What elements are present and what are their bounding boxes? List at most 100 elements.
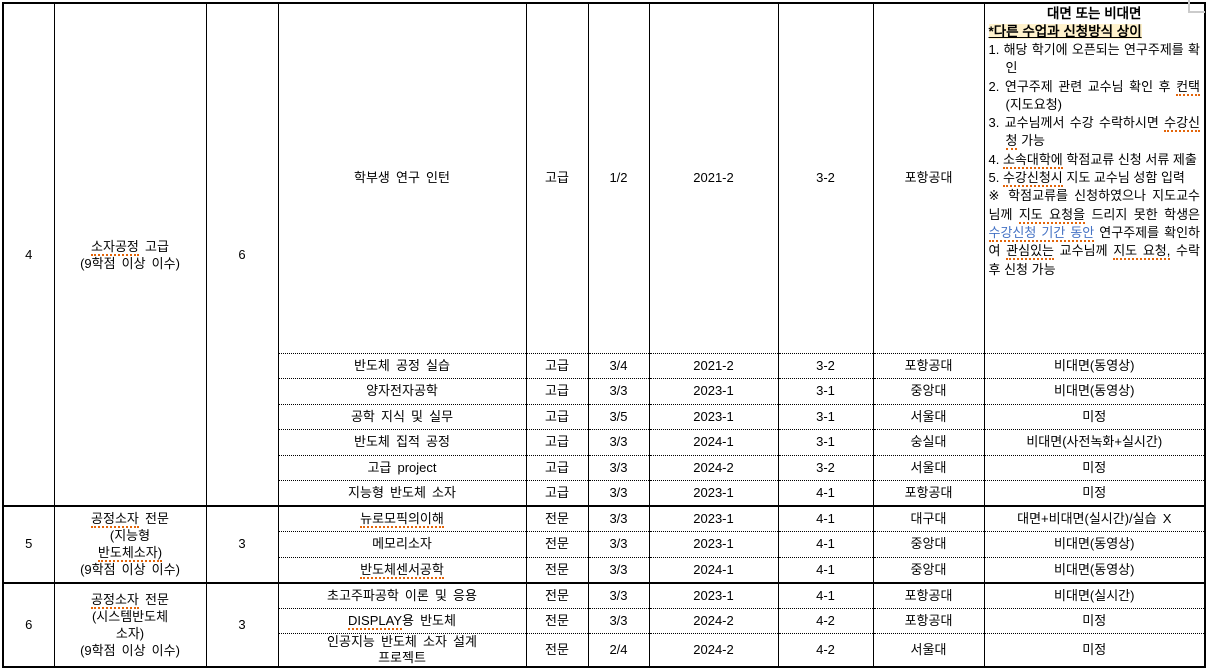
notice-item-number: 1. — [988, 42, 1004, 57]
cell-term: 2023-1 — [648, 531, 778, 557]
cell-course-name: 양자전자공학 — [277, 378, 526, 404]
cell-level: 고급 — [525, 429, 588, 455]
cell-method: 비대면(사전녹화+실시간) — [983, 429, 1205, 455]
cell-level: 고급 — [525, 480, 588, 506]
spellcheck-marked-text: 수강신청시 — [1002, 170, 1063, 188]
cell-grade-semester: 4-1 — [777, 556, 873, 583]
table-row: 인공지능 반도체 소자 설계 프로젝트 전문 2/4 2024-2 4-2 서울대 미정 — [3, 633, 1205, 667]
text-segment: (시스템반도체 — [91, 608, 169, 624]
notice-item-number: 5. — [988, 170, 1003, 186]
notice-item-number: 2. — [988, 78, 1005, 94]
cell-university: 포항공대 — [872, 607, 984, 634]
cell-term: 2023-1 — [648, 378, 778, 404]
cell-method: 미정 — [983, 480, 1205, 506]
cell-method: 비대면(동영상) — [983, 556, 1205, 583]
cell-credit-ratio: 3/3 — [587, 480, 649, 506]
cell-course-name: 지능형 반도체 소자 — [277, 480, 526, 506]
cell-university: 서울대 — [872, 403, 984, 430]
cell-method: 미정 — [983, 454, 1205, 481]
table-corner-handle-mark — [1188, 0, 1205, 13]
cell-level: 고급 — [525, 454, 588, 481]
text-segment: 전문 — [138, 511, 169, 527]
cell-grade-semester: 4-1 — [777, 505, 873, 532]
cell-term: 2024-1 — [648, 429, 778, 455]
spellcheck-marked-text: 수강신청 — [1005, 115, 1200, 151]
notice-cell: 대면 또는 비대면 *다른 수업과 신청방식 상이 1. 해당 학기에 오픈되는 연… — [983, 2, 1205, 353]
table-row: 반도체 집적 공정 고급 3/3 2024-1 3-1 숭실대 비대면(사전녹화+실시간) — [3, 429, 1205, 455]
cell-level: 전문 — [525, 556, 588, 583]
cell-university: 중앙대 — [872, 556, 984, 583]
cell-level: 전문 — [525, 531, 588, 557]
cell-credit-ratio: 3/3 — [587, 531, 649, 557]
cell-method: 비대면(동영상) — [983, 531, 1205, 557]
text-segment: 고급 — [138, 238, 169, 254]
cell-course-name: 인공지능 반도체 소자 설계 프로젝트 — [277, 633, 526, 667]
cell-grade-semester: 3-1 — [777, 403, 873, 430]
cell-level: 전문 — [525, 633, 588, 667]
cell-term: 2021-2 — [648, 352, 778, 379]
text-segment: (지도요청) — [1005, 96, 1063, 112]
cell-group-credits: 3 — [205, 581, 278, 667]
cell-term: 2023-1 — [648, 403, 778, 430]
cell-course-name: 공학 지식 및 실무 — [277, 403, 526, 430]
cell-method: 미정 — [983, 607, 1205, 634]
text-segment: 학점교류 신청 서류 제출 — [1062, 151, 1197, 167]
notice-item: 4. 소속대학에 학점교류 신청 서류 제출 — [989, 151, 1201, 169]
cell-group-category: 공정소자 전문 (지능형 반도체소자) (9학점 이상 이수) — [53, 505, 206, 583]
cell-credit-ratio: 3/3 — [587, 429, 649, 455]
cell-level: 전문 — [525, 607, 588, 634]
cell-term: 2023-1 — [648, 505, 778, 532]
cell-course-name: 고급 project — [277, 454, 526, 481]
text-segment: (9학점 이상 이수) — [80, 255, 180, 271]
spellcheck-marked-text: 지도 요청을 — [1018, 206, 1086, 224]
cell-credit-ratio: 3/3 — [587, 607, 649, 634]
cell-method: 대면+비대면(실시간)/실습 X — [983, 505, 1205, 532]
cell-course-name: 학부생 연구 인턴 — [277, 2, 526, 353]
cell-term: 2024-2 — [648, 633, 778, 667]
cell-group-credits: 6 — [205, 2, 278, 506]
spellcheck-marked-text: 공정소자 — [91, 591, 139, 609]
table-row: 메모리소자 전문 3/3 2023-1 4-1 중앙대 비대면(동영상) — [3, 531, 1205, 557]
cell-credit-ratio: 3/3 — [587, 378, 649, 404]
cell-university: 중앙대 — [872, 531, 984, 557]
cell-credit-ratio: 3/3 — [587, 505, 649, 532]
spellcheck-marked-text: 반도체소자) — [97, 545, 163, 563]
cell-university: 숭실대 — [872, 429, 984, 455]
text-segment: 연구주제 관련 교수님 확인 후 — [1004, 78, 1177, 94]
cell-method: 비대면(실시간) — [983, 581, 1205, 608]
cell-term: 2024-2 — [648, 607, 778, 634]
spellcheck-marked-text: 소자공정 — [91, 238, 139, 256]
notice-subtitle: *다른 수업과 신청방식 상이 — [988, 23, 1201, 41]
cell-grade-semester: 3-2 — [777, 352, 873, 379]
notice-item: 3. 교수님께서 수강 수락하시면 수강신청 가능 — [989, 114, 1200, 151]
cell-level: 고급 — [525, 2, 588, 353]
cell-method: 비대면(동영상) — [983, 352, 1205, 379]
text-segment: (9학점 이상 이수) — [80, 642, 180, 658]
text-segment: 인공지능 반도체 소자 설계 — [327, 634, 477, 649]
spellcheck-marked-text: 공정소자 — [91, 511, 139, 529]
cell-university: 포항공대 — [872, 2, 984, 353]
blue-emphasis-text: 수강신청 기간 동안 — [988, 224, 1095, 242]
spellcheck-marked-text: 반도체센서공학 — [360, 561, 444, 579]
cell-course-name: DISPLAY용 반도체 — [277, 607, 526, 634]
text-segment: 지도 교수님 성함 입력 — [1062, 170, 1185, 186]
spellcheck-marked-text: 뉴로모픽의이해 — [360, 511, 444, 528]
text-segment: 연구주제를 확인하여 — [988, 224, 1201, 259]
cell-method: 미정 — [983, 633, 1205, 667]
table-row: 4 소자공정 고급 (9학점 이상 이수) 6 학부생 연구 인턴 고급 1/2 2021-2… — [2, 2, 1205, 506]
notice-title: 대면 또는 비대면 — [1047, 6, 1142, 21]
text-segment: 해당 학기에 오픈되는 연구주제를 확인 — [1003, 42, 1200, 76]
text-segment: 교수님께서 수강 수락하시면 — [1004, 115, 1165, 131]
cell-university: 포항공대 — [872, 480, 984, 506]
cell-grade-semester: 3-2 — [777, 2, 873, 353]
cell-credit-ratio: 3/5 — [587, 403, 649, 430]
cell-grade-semester: 3-1 — [777, 429, 873, 455]
cell-university: 포항공대 — [872, 352, 984, 379]
notice-item-number: 4. — [988, 151, 1003, 167]
cell-level: 고급 — [525, 378, 588, 404]
text-segment: (지능형 — [109, 528, 151, 544]
cell-course-name: 초고주파공학 이론 및 응용 — [277, 581, 526, 608]
cell-grade-semester: 4-1 — [777, 581, 873, 608]
